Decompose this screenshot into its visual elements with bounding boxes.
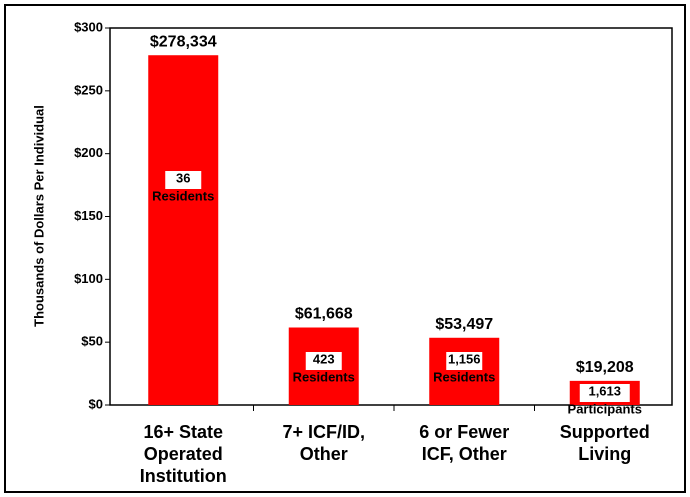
value-label: $278,334 [150,33,217,50]
x-tick-label: ICF, Other [422,444,507,464]
value-label: $19,208 [576,359,634,376]
chart-frame [4,4,686,493]
y-tick-label: $200 [74,145,103,160]
bar-note: 423 [313,351,335,366]
value-label: $53,497 [435,316,493,333]
y-tick-label: $50 [81,334,103,349]
y-axis-label: Thousands of Dollars Per Individual [31,105,46,327]
bar-note: 36 [176,170,190,185]
bar-note: 1,156 [448,351,481,366]
x-tick-label: 6 or Fewer [419,422,509,442]
bar-note: Residents [152,188,214,203]
y-tick-label: $150 [74,208,103,223]
bar [148,55,219,406]
note-box [579,384,630,402]
note-box [165,171,202,189]
x-tick-label: Operated [144,444,223,464]
y-tick-label: $250 [74,82,103,97]
note-box [446,352,483,370]
y-tick-label: $300 [74,19,103,34]
bar-note: Residents [433,369,495,384]
x-tick-label: 16+ State [143,422,223,442]
y-tick-label: $100 [74,271,103,286]
value-label: $61,668 [295,306,353,323]
x-tick-label: Living [578,444,631,464]
x-tick-label: Other [300,444,348,464]
bar-note: 1,613 [588,383,621,398]
bar-note: Residents [293,369,355,384]
x-tick-label: Supported [560,422,650,442]
bar [429,337,500,405]
x-tick-label: Institution [140,466,227,486]
bar-note: Participants [568,401,642,416]
x-tick-label: 7+ ICF/ID, [282,422,365,442]
note-box [305,352,342,370]
y-tick-label: $0 [89,396,103,411]
